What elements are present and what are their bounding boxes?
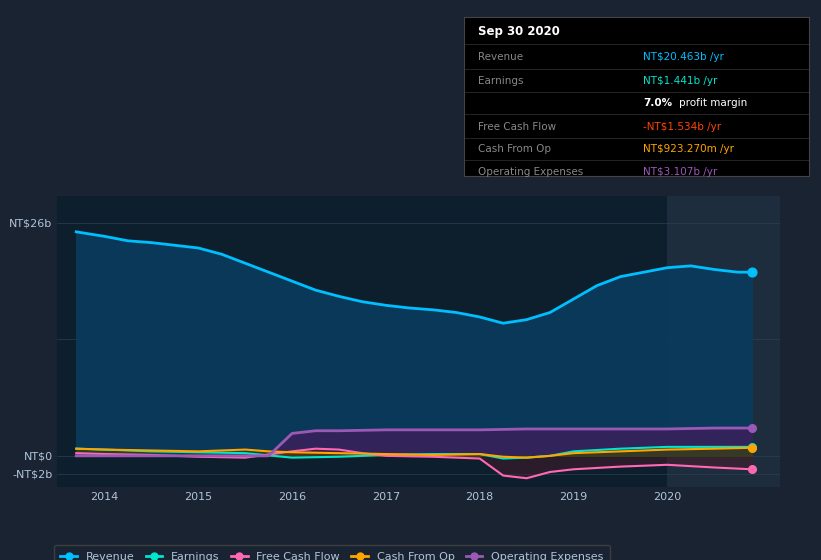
- Point: [745, 442, 759, 451]
- Text: Operating Expenses: Operating Expenses: [478, 167, 583, 176]
- Text: NT$3.107b /yr: NT$3.107b /yr: [643, 167, 718, 176]
- Text: 7.0%: 7.0%: [643, 98, 672, 108]
- Text: Free Cash Flow: Free Cash Flow: [478, 122, 556, 132]
- Point: [745, 465, 759, 474]
- Text: -NT$1.534b /yr: -NT$1.534b /yr: [643, 122, 722, 132]
- Text: Revenue: Revenue: [478, 52, 523, 62]
- Text: NT$923.270m /yr: NT$923.270m /yr: [643, 144, 734, 154]
- Text: NT$20.463b /yr: NT$20.463b /yr: [643, 52, 724, 62]
- Text: Sep 30 2020: Sep 30 2020: [478, 25, 560, 38]
- Text: Earnings: Earnings: [478, 76, 523, 86]
- Point: [745, 444, 759, 452]
- Text: profit margin: profit margin: [680, 98, 748, 108]
- Point: [745, 268, 759, 277]
- Legend: Revenue, Earnings, Free Cash Flow, Cash From Op, Operating Expenses: Revenue, Earnings, Free Cash Flow, Cash …: [53, 545, 610, 560]
- Bar: [667, 196, 780, 487]
- Point: [745, 423, 759, 432]
- Text: Cash From Op: Cash From Op: [478, 144, 551, 154]
- Text: NT$1.441b /yr: NT$1.441b /yr: [643, 76, 718, 86]
